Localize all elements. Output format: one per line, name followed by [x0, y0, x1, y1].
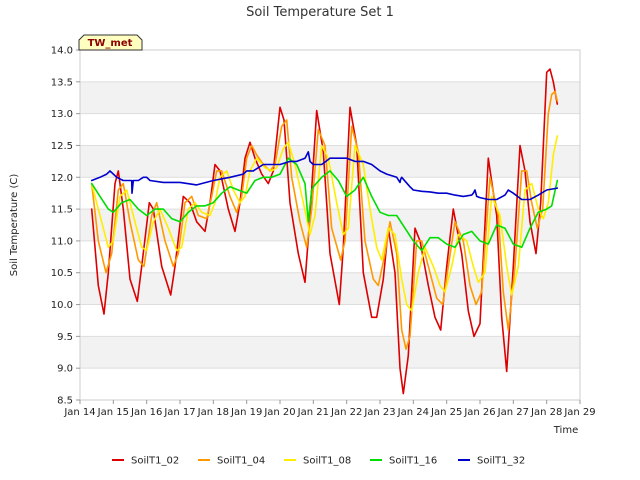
plot-frame: [79, 49, 581, 401]
y-tick-label: 11.0: [51, 236, 73, 247]
legend-label: SoilT1_08: [303, 456, 351, 467]
station-badge-box: [78, 34, 143, 51]
legend-label: SoilT1_04: [217, 456, 265, 467]
y-tick-label: 13.5: [51, 77, 73, 88]
chart-title: Soil Temperature Set 1: [246, 5, 394, 20]
grid-band: [80, 272, 580, 305]
y-tick-label: 10.5: [51, 268, 73, 279]
station-badge: TW_met: [78, 34, 143, 51]
x-tick-label: Jan 28: [530, 407, 562, 418]
y-tick-label: 10.0: [51, 300, 73, 311]
x-tick-label: Jan 26: [463, 407, 495, 418]
legend: SoilT1_02 SoilT1_04 SoilT1_08 SoilT1_16 Soil…: [112, 456, 525, 467]
legend-label: SoilT1_16: [389, 456, 437, 467]
x-tick-label: Jan 21: [297, 407, 329, 418]
x-tick-label: Jan 22: [330, 407, 362, 418]
x-tick-label: Jan 25: [430, 407, 462, 418]
series-line-soilt1_02: [90, 68, 559, 395]
station-badge-label: TW_met: [88, 38, 133, 49]
x-tick-label: Jan 16: [130, 407, 162, 418]
y-tick-label: 11.5: [51, 205, 73, 216]
x-tick-label: Jan 23: [363, 407, 395, 418]
y-axis-label: Soil Temperature (C): [9, 174, 20, 277]
grid-band: [80, 336, 580, 369]
x-axis-ticks: Jan 14 Jan 15 Jan 16 Jan 17 Jan 18 Jan 19 Jan …: [63, 400, 596, 418]
x-tick-label: Jan 18: [197, 407, 229, 418]
series-line-soilt1_04: [90, 90, 559, 350]
x-tick-label: Jan 15: [97, 407, 129, 418]
x-tick-label: Jan 17: [163, 407, 195, 418]
legend-label: SoilT1_32: [477, 456, 525, 467]
x-tick-label: Jan 27: [497, 407, 529, 418]
y-tick-label: 12.0: [51, 173, 73, 184]
x-tick-label: Jan 24: [397, 407, 429, 418]
series-lines: [90, 68, 559, 395]
x-tick-label: Jan 19: [230, 407, 262, 418]
y-tick-label: 12.5: [51, 141, 73, 152]
y-tick-label: 14.0: [51, 46, 73, 57]
series-line-soilt1_16: [90, 157, 559, 252]
y-tick-label: 8.5: [57, 396, 73, 407]
legend-label: SoilT1_02: [131, 456, 179, 467]
y-tick-label: 13.0: [51, 109, 73, 120]
x-tick-label: Jan 29: [563, 407, 595, 418]
grid-bands: [80, 81, 580, 369]
series-line-soilt1_08: [90, 135, 559, 312]
y-tick-label: 9.5: [57, 332, 73, 343]
grid-band: [80, 81, 580, 114]
grid-band: [80, 145, 580, 178]
y-tick-label: 9.0: [57, 364, 73, 375]
x-tick-label: Jan 20: [263, 407, 295, 418]
x-tick-label: Jan 14: [63, 407, 95, 418]
y-axis-ticks: 8.5 9.0 9.5 10.0 10.5 11.0 11.5 12.0 12.5 13.0 13.…: [51, 46, 80, 407]
x-axis-label: Time: [553, 425, 578, 436]
series-line-soilt1_32: [90, 151, 559, 201]
